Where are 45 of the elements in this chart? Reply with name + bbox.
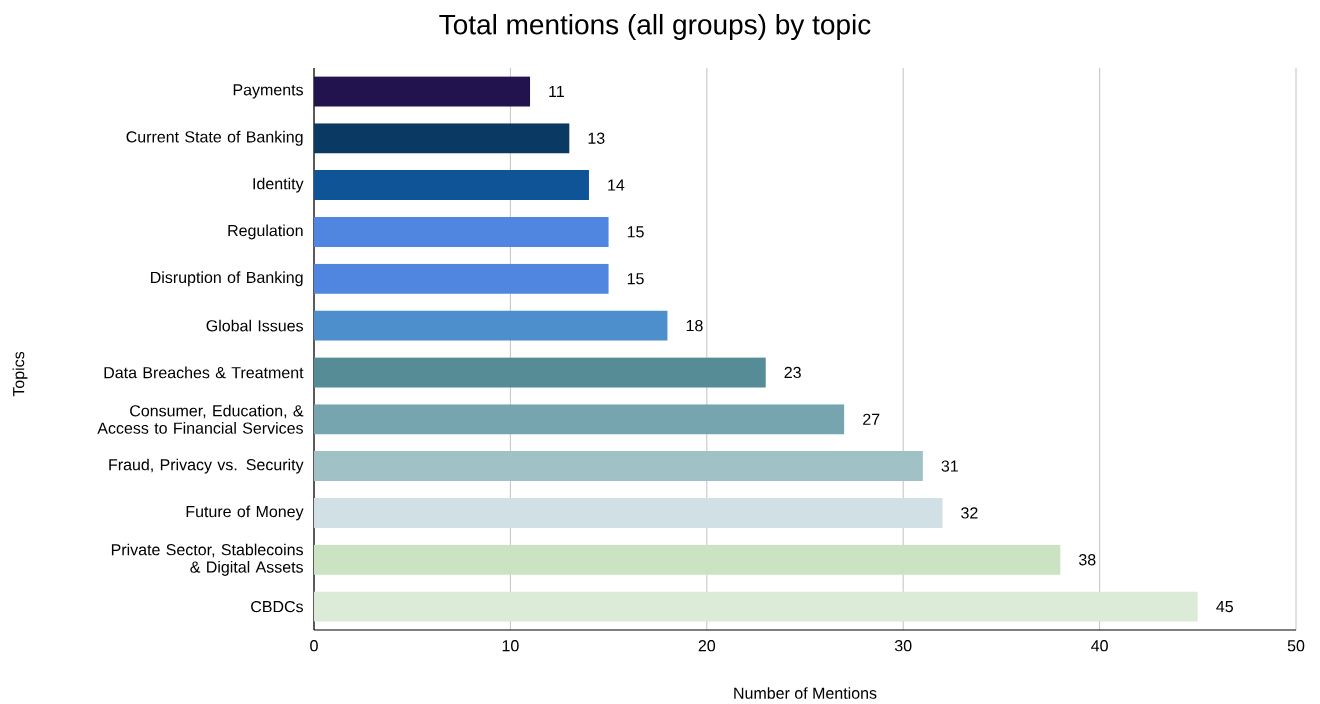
x-tick-label: 30	[894, 640, 912, 652]
bar	[314, 76, 531, 107]
bar	[314, 544, 1061, 575]
data-label: 11	[549, 85, 564, 97]
bar	[314, 451, 923, 482]
y-tick-label: Global Issues	[206, 319, 303, 332]
bar	[314, 591, 1198, 622]
bar	[314, 216, 609, 247]
bar	[314, 263, 609, 294]
data-label: 45	[1216, 601, 1233, 613]
y-tick-label: Consumer, Education, & Access to Financial Services	[97, 404, 304, 434]
data-label: 14	[608, 179, 625, 191]
data-label: 18	[686, 319, 703, 332]
y-tick-label: Disruption of Banking	[151, 271, 303, 287]
bar	[314, 310, 668, 341]
x-tick-label: 20	[698, 640, 716, 652]
y-tick-label: Payments	[233, 84, 304, 99]
x-tick-label: 40	[1091, 640, 1108, 652]
data-label: 27	[863, 413, 880, 425]
data-label: 15	[627, 273, 644, 285]
data-label: 38	[1078, 554, 1096, 566]
y-tick-label: Data Breaches & Treatment	[104, 366, 304, 379]
y-tick-label: Fraud, Privacy vs. Security	[109, 458, 304, 474]
chart-title: Total mentions (all groups) by topic	[439, 13, 871, 41]
x-axis-title: Number of Mentions	[734, 687, 877, 699]
bar	[314, 497, 943, 528]
bar	[314, 170, 589, 201]
data-label: 15	[627, 226, 644, 238]
data-label: 13	[588, 132, 605, 144]
data-label: 32	[961, 507, 978, 519]
y-axis-title: Topics	[12, 351, 28, 397]
bar	[314, 404, 845, 435]
x-tick-label: 0	[310, 640, 318, 652]
data-label: 31	[941, 460, 958, 472]
bar	[314, 123, 570, 154]
y-tick-label: Current State of Banking	[126, 130, 303, 146]
y-tick-label: Regulation	[228, 224, 303, 240]
data-label: 23	[784, 366, 801, 379]
bar	[314, 357, 766, 388]
y-tick-label: CBDCs	[251, 600, 304, 613]
x-tick-label: 10	[502, 640, 519, 652]
y-tick-label: Future of Money	[186, 505, 304, 521]
y-tick-label: Private Sector, Stablecoins & Digital Assets	[111, 543, 303, 576]
y-tick-label: Identity	[253, 177, 304, 193]
x-tick-label: 50	[1287, 640, 1305, 652]
